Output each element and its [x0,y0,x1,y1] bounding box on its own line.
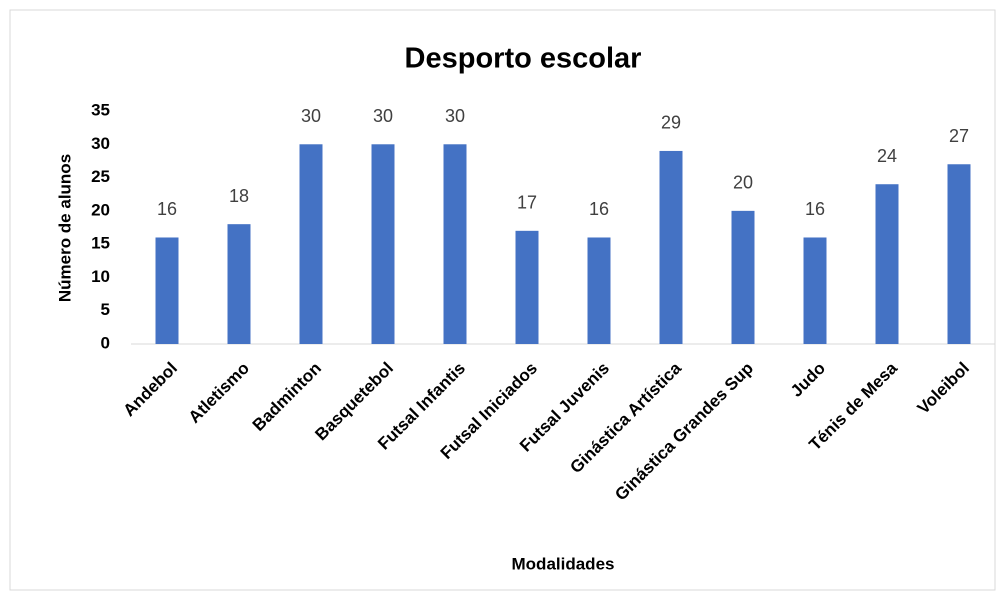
data-label: 30 [373,106,393,126]
data-label: 16 [805,199,825,219]
data-label: 20 [733,173,753,193]
bar [299,144,323,344]
chart-title: Desporto escolar [405,43,642,75]
data-label: 18 [229,186,249,206]
data-label: 29 [661,113,681,133]
y-axis-label: Número de alunos [55,154,74,302]
y-tick-label: 25 [91,167,110,186]
bar [227,224,251,344]
data-label: 17 [517,193,537,213]
data-label: 27 [949,126,969,146]
y-tick-label: 20 [91,200,110,219]
y-tick-label: 5 [101,300,110,319]
data-label: 16 [157,199,177,219]
bar [371,144,395,344]
data-label: 24 [877,146,897,166]
bar [515,230,539,344]
x-axis-label: Modalidades [512,554,615,573]
bar [731,210,755,344]
y-tick-label: 35 [91,100,110,119]
bar [443,144,467,344]
y-tick-label: 0 [101,333,110,352]
bar [659,150,683,344]
bar [803,237,827,344]
data-label: 30 [445,106,465,126]
bar [587,237,611,344]
bar [947,164,971,344]
y-tick-label: 30 [91,134,110,153]
bar [155,237,179,344]
y-tick-label: 10 [91,267,110,286]
y-tick-label: 15 [91,234,110,253]
bar [875,184,899,344]
data-label: 30 [301,106,321,126]
data-label: 16 [589,199,609,219]
